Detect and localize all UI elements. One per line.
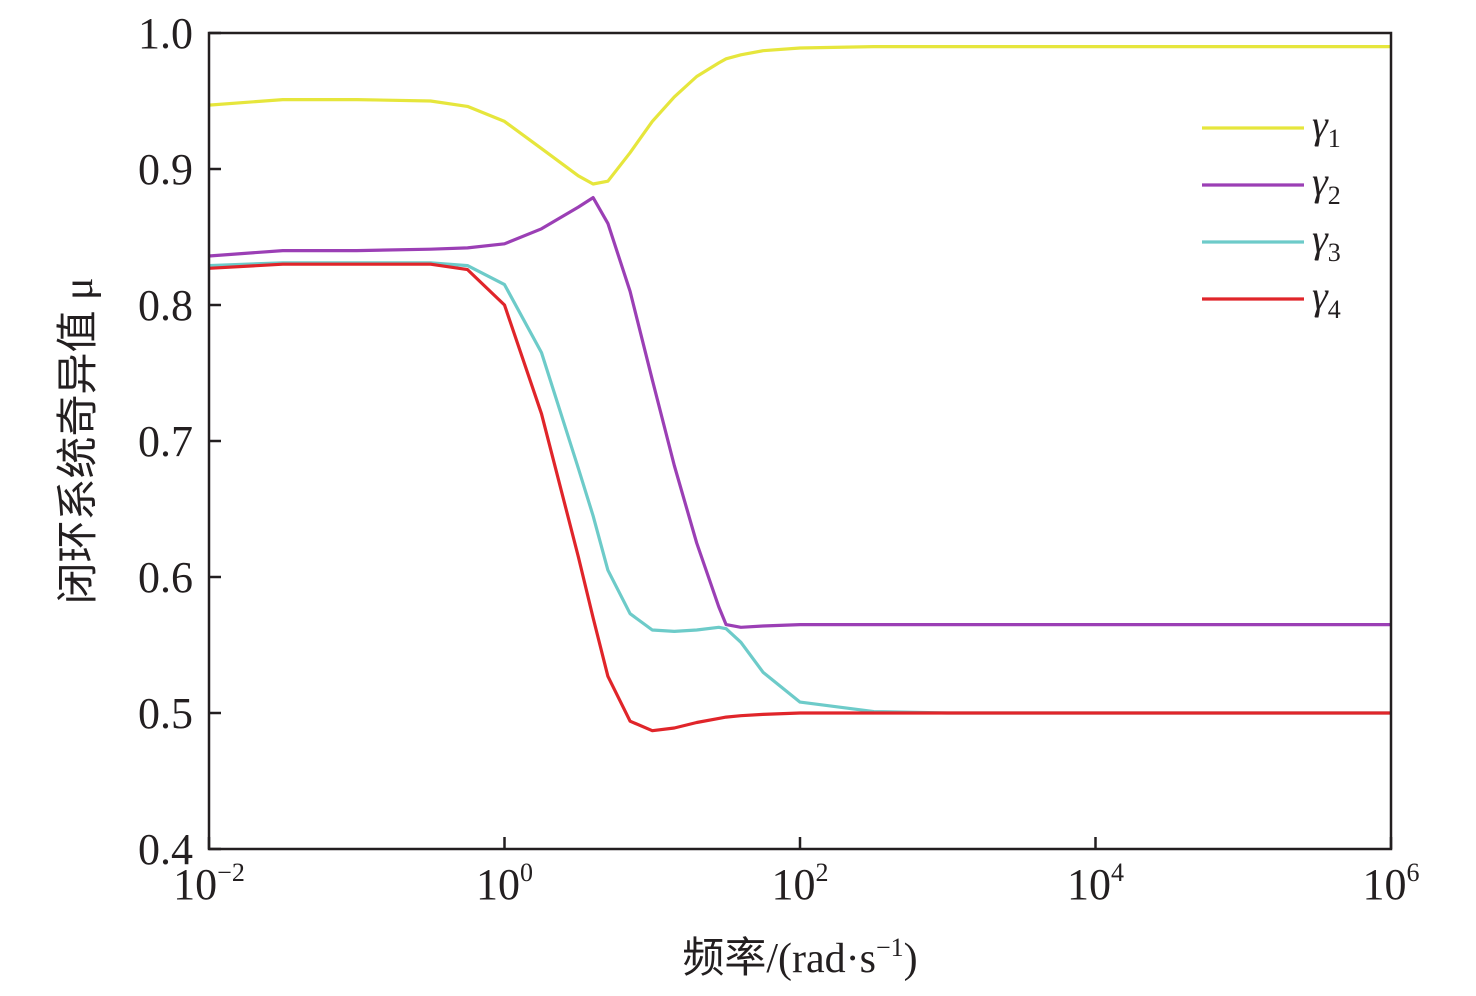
x-tick-label: 100 <box>476 858 533 909</box>
x-axis-title: 频率/(rad·s−1) <box>682 933 917 982</box>
y-tick-label: 1.0 <box>138 9 193 58</box>
legend-label-gamma4: γ4 <box>1312 273 1341 324</box>
series-layer <box>208 45 1391 733</box>
y-tick-label: 0.9 <box>138 145 193 194</box>
legend-label-gamma2: γ2 <box>1312 159 1341 210</box>
x-tick-label: 106 <box>1363 858 1420 909</box>
x-axis-ticks: 10−2 100 102 104 106 <box>173 837 1420 909</box>
y-tick-label: 0.6 <box>138 553 193 602</box>
series-line-gamma3 <box>208 261 1391 715</box>
x-tick-label: 10−2 <box>173 858 245 909</box>
y-tick-label: 0.4 <box>138 825 193 874</box>
y-tick-label: 0.7 <box>138 417 193 466</box>
series-line-gamma1 <box>208 45 1391 186</box>
x-tick-label: 104 <box>1067 858 1124 909</box>
y-tick-label: 0.5 <box>138 689 193 738</box>
legend: γ1 γ2 γ3 γ4 <box>1202 102 1341 324</box>
x-tick-label: 102 <box>772 858 829 909</box>
y-axis-ticks: 0.4 0.5 0.6 0.7 0.8 0.9 1.0 <box>138 9 221 874</box>
series-line-gamma2 <box>208 196 1391 629</box>
y-axis-title: 闭环系统奇异值 μ <box>56 277 102 604</box>
legend-label-gamma1: γ1 <box>1312 102 1341 153</box>
y-tick-label: 0.8 <box>138 281 193 330</box>
legend-label-gamma3: γ3 <box>1312 216 1341 267</box>
plot-frame <box>207 31 1393 851</box>
series-line-gamma4 <box>208 262 1391 733</box>
